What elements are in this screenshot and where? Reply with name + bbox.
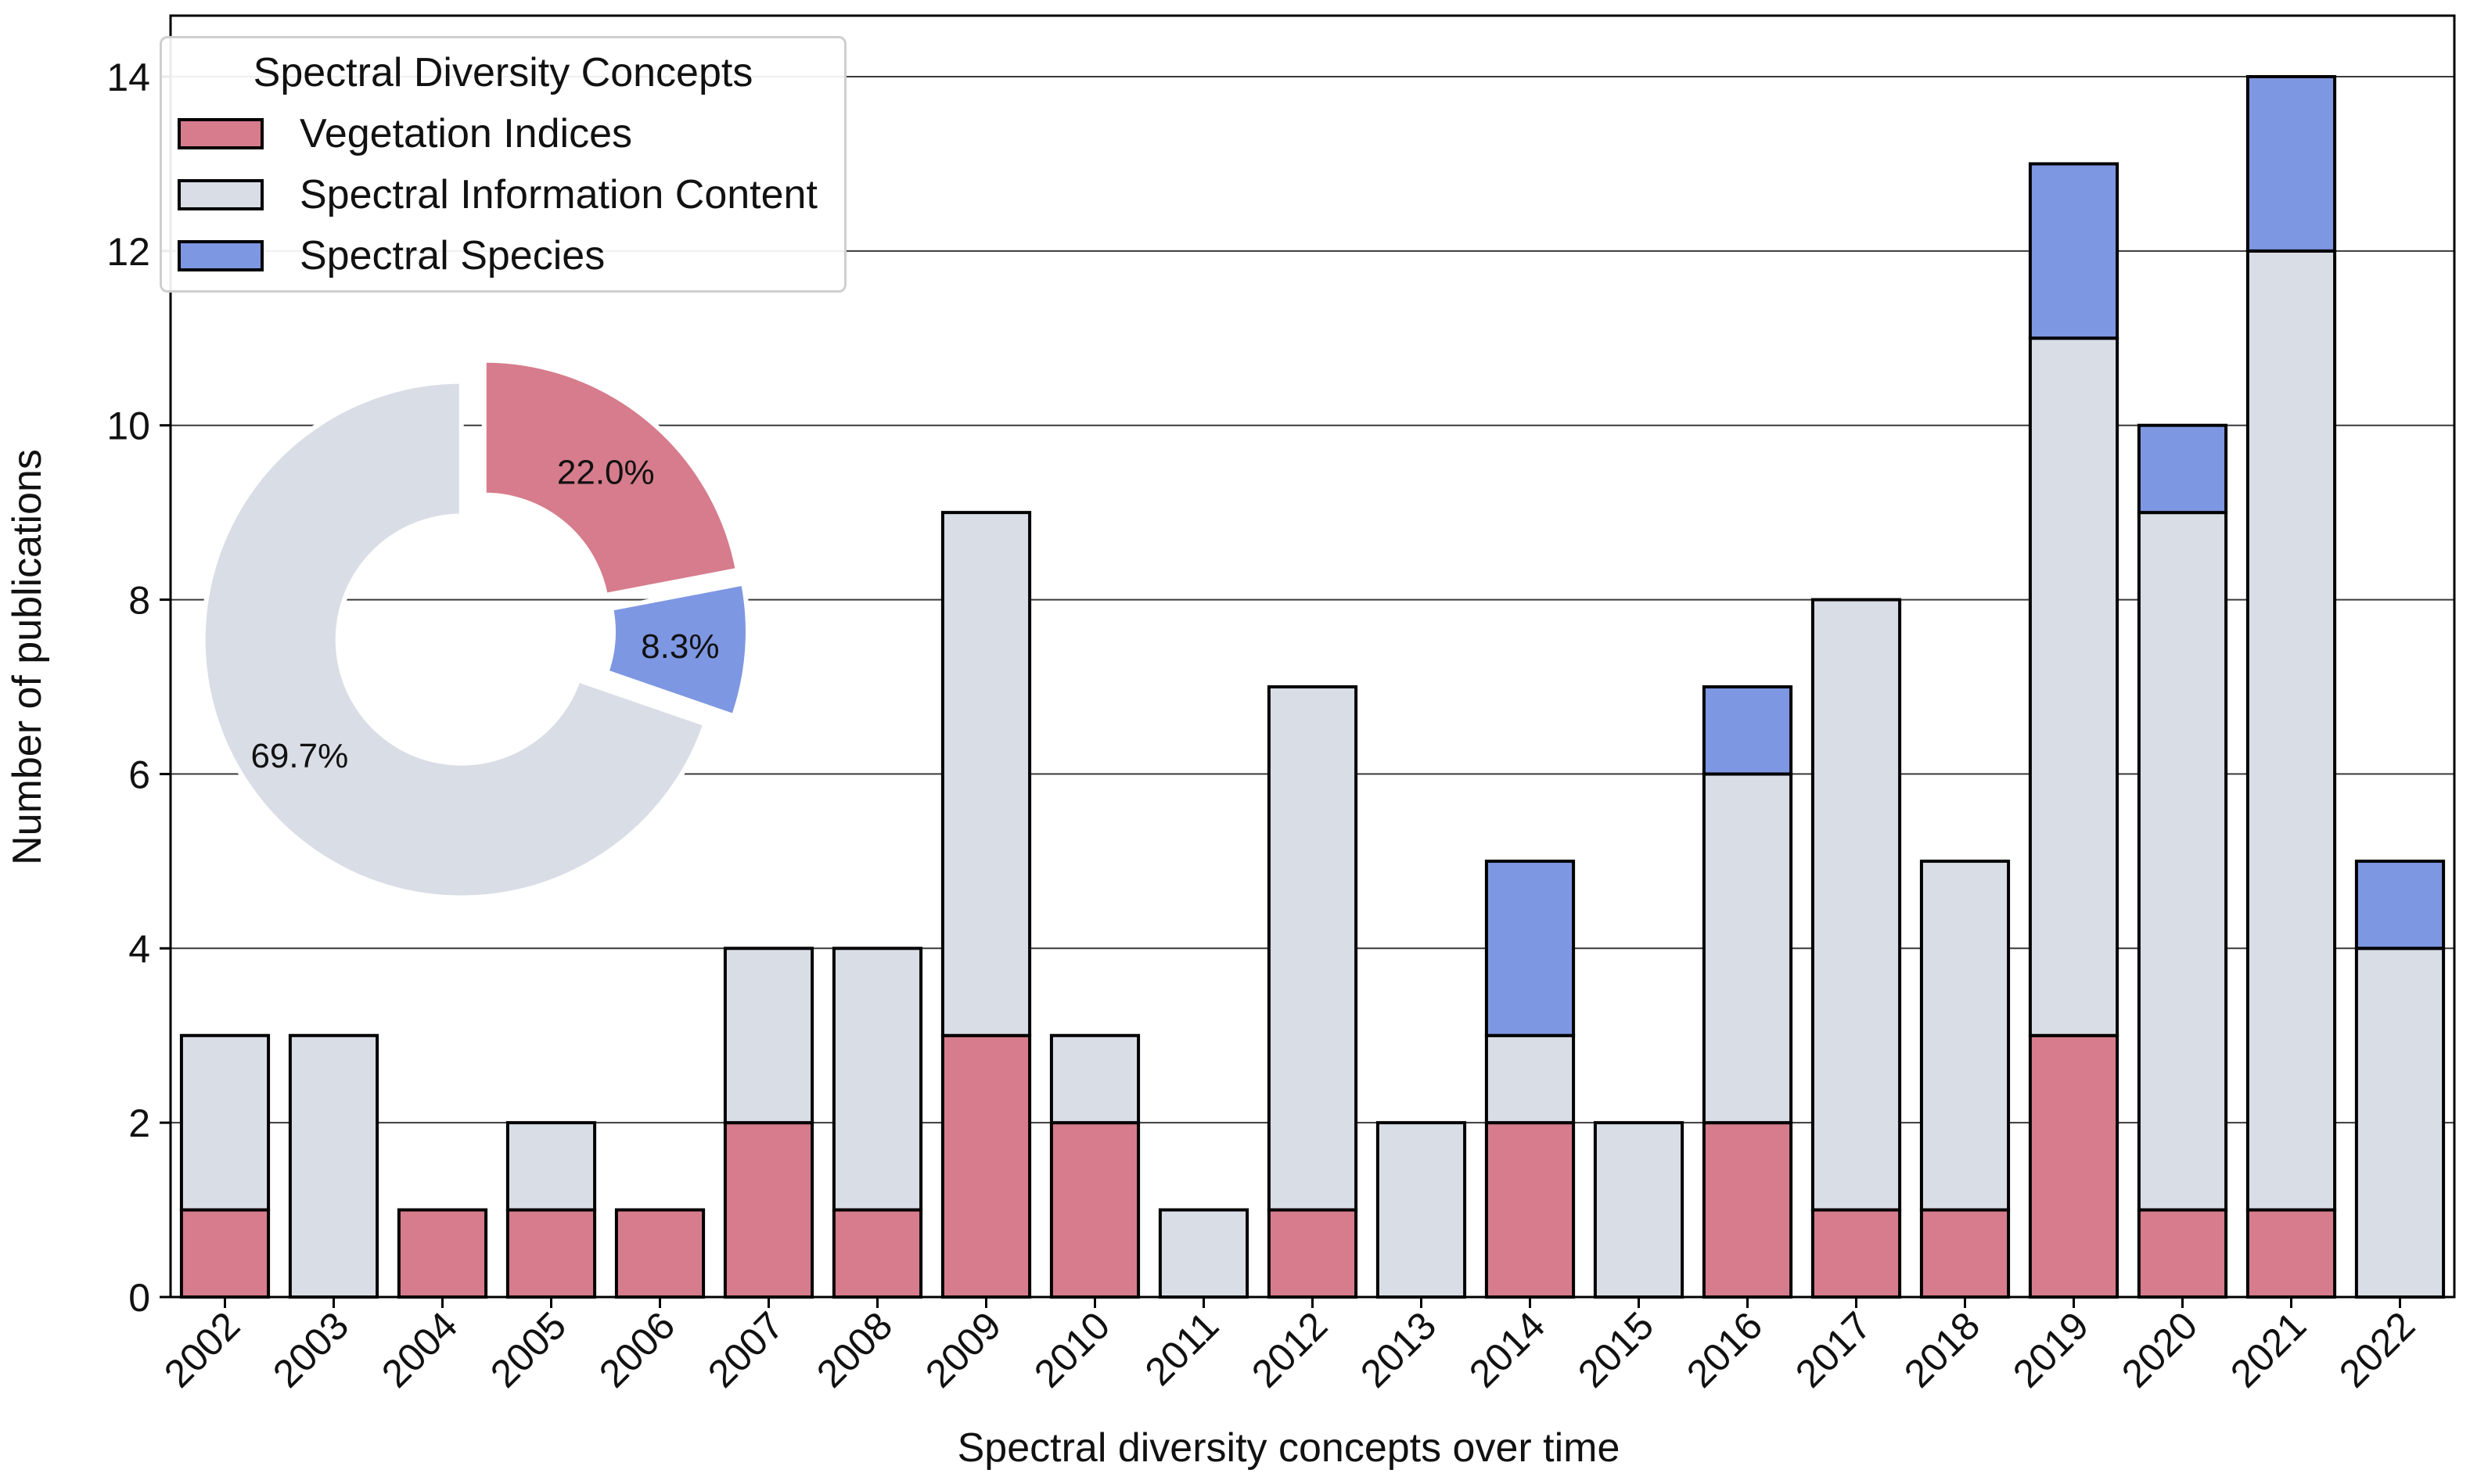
y-tick-label: 4 (128, 927, 150, 971)
donut-inset: 22.0% 8.3% 69.7% (200, 358, 750, 900)
bar-2011-series-1 (1158, 1208, 1249, 1299)
bar-layer (179, 75, 2446, 1299)
bar-2012-series-1 (1267, 685, 1358, 1212)
x-tick-label: 2008 (808, 1303, 901, 1396)
donut-slice-0 (481, 358, 741, 598)
bar-2006-series-0 (614, 1208, 706, 1299)
x-tick-label: 2006 (591, 1303, 683, 1396)
bar-2015-series-1 (1593, 1121, 1684, 1299)
x-tick-label: 2009 (917, 1303, 1009, 1396)
donut-label-1: 8.3% (641, 627, 719, 666)
bar-2016-series-1 (1702, 772, 1793, 1125)
bar-2010-series-1 (1049, 1033, 1141, 1125)
x-tick-label: 2002 (156, 1303, 248, 1396)
x-tick-label: 2016 (1678, 1303, 1771, 1396)
bar-2009-series-0 (940, 1033, 1032, 1299)
x-tick-label: 2021 (2222, 1303, 2314, 1396)
bar-2016-series-2 (1702, 685, 1793, 776)
bar-2020-series-0 (2137, 1208, 2228, 1299)
bar-2005-series-0 (505, 1208, 597, 1299)
bar-2007-series-0 (723, 1121, 814, 1299)
x-tick-label: 2012 (1243, 1303, 1336, 1396)
x-tick-label: 2011 (1137, 1303, 1228, 1394)
x-tick-label: 2005 (482, 1303, 574, 1396)
bar-2021-series-1 (2245, 249, 2337, 1212)
legend-swatch-vegetation-indices (178, 118, 264, 149)
x-tick-label: 2007 (699, 1303, 792, 1396)
bar-2002-series-1 (179, 1033, 271, 1212)
y-tick-label: 12 (106, 230, 150, 274)
y-axis-title: Number of publications (5, 449, 50, 865)
bar-2021-series-2 (2245, 75, 2337, 253)
bar-2014-series-2 (1484, 859, 1576, 1037)
y-tick-label: 0 (128, 1276, 150, 1320)
bar-2019-series-2 (2028, 162, 2119, 340)
bar-2016-series-0 (1702, 1121, 1793, 1299)
bar-2019-series-1 (2028, 336, 2119, 1037)
bar-2007-series-1 (723, 947, 814, 1125)
donut-slice-2 (200, 379, 709, 900)
bar-2022-series-1 (2354, 947, 2446, 1299)
donut-slice-1 (603, 580, 750, 720)
bar-2017-series-0 (1810, 1208, 1902, 1299)
x-tick-label: 2017 (1787, 1303, 1879, 1396)
x-tick-label: 2013 (1352, 1303, 1444, 1396)
bar-2021-series-0 (2245, 1208, 2337, 1299)
y-tick-label: 10 (106, 404, 150, 448)
legend-title: Spectral Diversity Concepts (253, 50, 753, 95)
y-tick-label: 14 (106, 56, 150, 99)
x-axis-title: Spectral diversity concepts over time (958, 1425, 1620, 1471)
y-tick-label: 8 (128, 579, 150, 623)
bar-2012-series-0 (1267, 1208, 1358, 1299)
x-tick-label: 2015 (1569, 1303, 1662, 1396)
bar-2008-series-0 (832, 1208, 923, 1299)
bar-2013-series-1 (1375, 1121, 1467, 1299)
legend-label-vegetation-indices: Vegetation Indices (300, 111, 632, 156)
x-tick-label: 2010 (1026, 1303, 1118, 1396)
legend-label-spectral-species: Spectral Species (300, 233, 606, 278)
bar-2010-series-0 (1049, 1121, 1141, 1299)
y-tick-label: 2 (128, 1101, 150, 1145)
x-tick-label: 2020 (2113, 1303, 2206, 1396)
x-tick-label: 2003 (264, 1303, 357, 1396)
bar-2020-series-1 (2137, 511, 2228, 1212)
legend-item-spectral-information-content: Spectral Information Content (178, 170, 818, 220)
x-tick-label: 2022 (2331, 1303, 2423, 1396)
x-tick-label: 2014 (1461, 1303, 1553, 1396)
donut-label-2: 69.7% (250, 737, 348, 775)
bar-2014-series-1 (1484, 1033, 1576, 1125)
legend: Spectral Diversity Concepts Vegetation I… (160, 36, 847, 293)
bar-2009-series-1 (940, 511, 1032, 1037)
x-tick-label: 2004 (373, 1303, 466, 1396)
bar-2005-series-1 (505, 1121, 597, 1212)
bar-2004-series-0 (397, 1208, 488, 1299)
bar-2018-series-1 (1919, 859, 2011, 1212)
bar-2019-series-0 (2028, 1033, 2119, 1299)
legend-swatch-spectral-species (178, 240, 264, 271)
y-tick-label: 6 (128, 753, 150, 796)
legend-item-spectral-species: Spectral Species (178, 231, 605, 281)
x-tick-label: 2019 (2004, 1303, 2097, 1396)
legend-item-vegetation-indices: Vegetation Indices (178, 109, 632, 159)
bar-2014-series-0 (1484, 1121, 1576, 1299)
bar-2008-series-1 (832, 947, 923, 1212)
bar-2022-series-2 (2354, 859, 2446, 950)
bar-2017-series-1 (1810, 598, 1902, 1212)
x-tick-label: 2018 (1896, 1303, 1988, 1396)
bar-2020-series-2 (2137, 423, 2228, 515)
donut-label-0: 22.0% (557, 454, 655, 492)
bar-2003-series-1 (288, 1033, 379, 1299)
plot-frame (169, 14, 2456, 1299)
legend-swatch-spectral-information-content (178, 179, 264, 210)
bar-2002-series-0 (179, 1208, 271, 1299)
bar-2018-series-0 (1919, 1208, 2011, 1299)
legend-label-spectral-information-content: Spectral Information Content (300, 172, 818, 217)
